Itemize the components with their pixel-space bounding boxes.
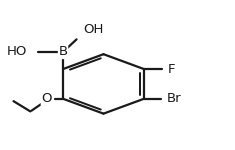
Text: OH: OH [83,23,103,36]
Text: Br: Br [167,92,181,105]
Text: F: F [167,63,175,76]
Text: B: B [59,45,68,58]
Text: O: O [41,92,52,105]
Text: HO: HO [6,45,27,58]
